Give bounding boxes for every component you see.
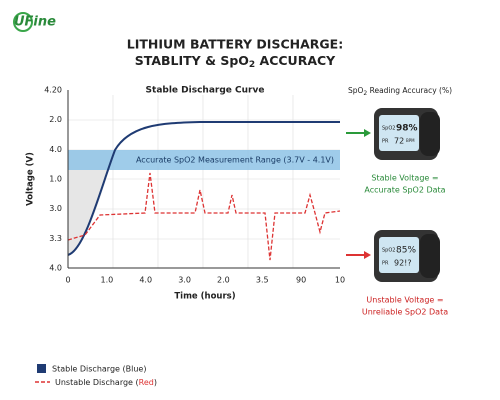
device: SpO2 85% PR 92!? Unstable Voltage = Unre… — [346, 230, 448, 317]
x-tick-label: 4.0 — [139, 276, 152, 285]
shade — [68, 95, 115, 255]
y-tick-label: 1.0 — [49, 175, 62, 184]
pr-value: 92!? — [394, 259, 412, 268]
plot: Accurate SpO2 Measurement Range (3.7V - … — [26, 86, 346, 302]
unstable-curve — [67, 172, 341, 261]
pr-label: PR — [382, 139, 389, 145]
y-tick-label: 4.0 — [49, 264, 62, 273]
x-tick-label: 1.0 — [100, 276, 113, 285]
panel-title-part: SpO — [348, 86, 364, 95]
x-tick-label: 3.0 — [178, 276, 191, 285]
y-tick-label: 2.0 — [49, 115, 62, 124]
legend-label: Stable Discharge (Blue) — [52, 365, 146, 374]
title-line: STABLITY & SpO2 ACCURACY — [135, 53, 336, 70]
legend-swatch — [37, 364, 46, 373]
spo2-label: SpO2 — [382, 126, 395, 132]
x-tick-label: 0 — [65, 276, 70, 285]
title-part: ACCURACY — [255, 53, 336, 68]
grid — [68, 95, 340, 268]
y-label: Voltage (V) — [26, 152, 36, 206]
caption: Unstable Voltage = — [366, 296, 443, 305]
title-line: LITHIUM BATTERY DISCHARGE: — [127, 37, 343, 52]
title-part: STABLITY & SpO — [135, 53, 249, 68]
caption: Accurate SpO2 Data — [364, 186, 445, 195]
accuracy-band — [68, 150, 340, 170]
legend-part: Unstable Discharge ( — [55, 378, 139, 387]
stable-curve — [67, 121, 340, 256]
spo2-value: 85% — [396, 246, 416, 256]
legend-part: ) — [154, 378, 157, 387]
y-tick-label: 4.20 — [44, 86, 62, 95]
y-tick-label: 3.0 — [49, 204, 62, 213]
x-tick-label: 90 — [296, 276, 306, 285]
x-tick-label: 3.5 — [256, 276, 269, 285]
panel-title-sub: 2 — [363, 90, 367, 97]
plot-title: Stable Discharge Curve — [146, 86, 265, 96]
logo-mark — [13, 12, 33, 32]
spo2-value: 98% — [396, 124, 418, 134]
legend-part: Red — [139, 378, 154, 387]
pr-label: PR — [382, 261, 389, 267]
title-sub: 2 — [249, 60, 255, 70]
x-tick-label: 10 — [335, 276, 345, 285]
y-tick-label: 4.0 — [49, 145, 62, 154]
caption: Unreliable SpO2 Data — [362, 308, 448, 317]
spo2-label: SpO2 — [382, 248, 395, 254]
device: SpO2 98% PR 72 BPM Stable Voltage = Accu… — [346, 108, 446, 195]
pr-unit: BPM — [406, 138, 415, 143]
x-tick-label: 2.0 — [217, 276, 230, 285]
pr-value: 72 — [394, 137, 404, 146]
panel-title-part: Reading Accuracy (%) — [367, 86, 452, 95]
legend-label: Unstable Discharge (Red) — [55, 378, 157, 387]
y-tick-label: 3.3 — [49, 234, 62, 243]
legend: Stable Discharge (Blue) Unstable Dischar… — [35, 364, 157, 387]
logo: UFine — [14, 15, 56, 30]
x-label: Time (hours) — [174, 292, 235, 302]
panel-title: SpO2 Reading Accuracy (%) — [348, 86, 452, 97]
band-label: Accurate SpO2 Measurement Range (3.7V - … — [136, 156, 334, 165]
caption: Stable Voltage = — [371, 174, 438, 183]
